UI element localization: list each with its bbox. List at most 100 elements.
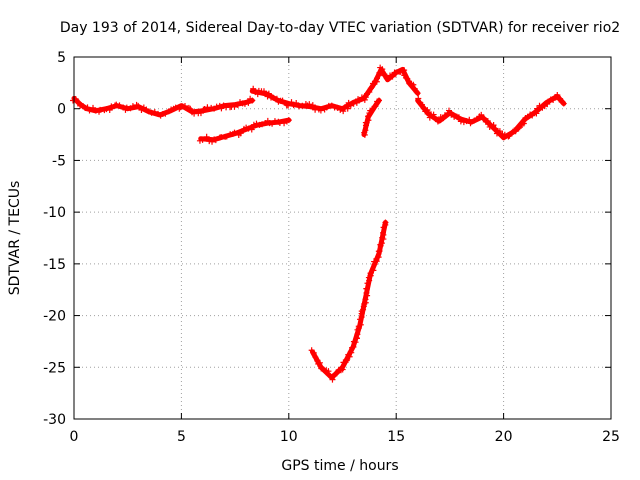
data-point	[332, 370, 339, 377]
data-point	[265, 90, 272, 97]
data-point	[372, 103, 379, 110]
data-point	[463, 118, 470, 125]
data-point	[357, 321, 364, 328]
y-tick-label: -30	[43, 412, 66, 428]
data-point	[431, 114, 438, 121]
data-point	[203, 133, 210, 140]
data-point	[467, 120, 474, 127]
data-point	[391, 69, 398, 76]
data-point	[206, 138, 213, 145]
data-point	[113, 101, 120, 108]
data-point	[492, 125, 499, 132]
data-point	[480, 115, 487, 122]
data-point	[446, 107, 453, 114]
data-point	[325, 371, 332, 378]
data-point	[478, 111, 485, 118]
data-point	[231, 129, 238, 136]
data-point	[84, 104, 91, 111]
data-point	[515, 125, 522, 132]
data-point	[361, 96, 368, 103]
data-point	[341, 104, 348, 111]
data-point	[249, 97, 256, 104]
data-point	[329, 376, 336, 383]
data-point	[204, 104, 211, 111]
series-track-f	[308, 219, 389, 383]
data-point	[250, 121, 257, 128]
data-point	[339, 366, 346, 373]
data-point	[200, 106, 207, 113]
y-axis-label: SDTVAR / TECUs	[7, 181, 23, 296]
data-point	[389, 73, 396, 80]
data-point	[367, 85, 374, 92]
data-point	[213, 103, 220, 110]
data-point	[352, 339, 359, 346]
data-point	[457, 118, 464, 125]
data-point	[312, 354, 319, 361]
data-point	[316, 359, 323, 366]
data-point	[108, 103, 115, 110]
data-point	[496, 128, 503, 135]
data-point	[75, 99, 82, 106]
data-point	[90, 104, 97, 111]
data-point	[455, 114, 462, 121]
series-track-d	[415, 92, 567, 141]
x-tick-label: 0	[70, 429, 79, 445]
data-point	[353, 99, 360, 106]
series-track-e	[361, 97, 383, 138]
data-point	[380, 229, 387, 236]
series-track-c	[249, 64, 421, 115]
series-layer	[70, 64, 567, 383]
data-point	[350, 343, 357, 350]
data-point	[245, 125, 252, 132]
tick-layer: 0 5 10 15 20 25 5 0 -5 -10 -15 -20 -25 -30	[43, 50, 620, 445]
data-point	[560, 100, 567, 107]
data-point	[182, 102, 189, 109]
data-point	[216, 134, 223, 141]
data-point	[533, 110, 540, 117]
x-tick-label: 20	[495, 429, 513, 445]
data-point	[212, 137, 219, 144]
data-point	[279, 97, 286, 104]
data-point	[381, 71, 388, 78]
data-point	[187, 105, 194, 112]
data-point	[196, 137, 203, 144]
y-tick-label: -15	[43, 257, 66, 273]
data-point	[285, 117, 292, 124]
data-point	[231, 103, 238, 110]
data-point	[486, 123, 493, 130]
data-point	[248, 126, 255, 133]
data-point	[103, 106, 110, 113]
data-point	[370, 267, 377, 274]
data-point	[348, 349, 355, 356]
data-point	[237, 130, 244, 137]
data-point	[250, 85, 257, 92]
data-point	[557, 95, 564, 102]
data-point	[365, 113, 372, 120]
data-point	[317, 107, 324, 114]
data-point	[379, 234, 386, 241]
series-track-a	[70, 95, 256, 119]
data-point	[505, 133, 512, 140]
data-point	[362, 94, 369, 101]
series-track-b	[196, 117, 292, 145]
data-point	[484, 117, 491, 124]
y-tick-label: -10	[43, 205, 66, 221]
data-point	[410, 81, 417, 88]
data-point	[383, 74, 390, 81]
data-point	[360, 306, 367, 313]
data-point	[556, 96, 563, 103]
data-point	[512, 128, 519, 135]
data-point	[145, 108, 152, 115]
data-point	[369, 83, 376, 90]
data-point	[511, 127, 518, 134]
data-point	[253, 120, 260, 127]
data-point	[373, 75, 380, 82]
data-point	[404, 75, 411, 82]
data-point	[378, 240, 385, 247]
data-point	[437, 114, 444, 121]
data-point	[259, 121, 266, 128]
data-point	[554, 92, 561, 99]
data-point	[415, 95, 422, 102]
data-point	[364, 292, 371, 299]
